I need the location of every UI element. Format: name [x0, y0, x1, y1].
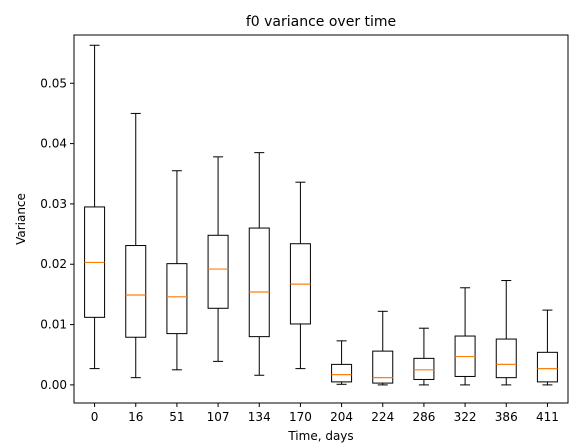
iqr-box: [373, 351, 393, 383]
x-tick-label: 107: [207, 410, 230, 424]
x-tick-label: 51: [169, 410, 184, 424]
y-axis-label: Variance: [14, 193, 28, 245]
iqr-box: [249, 228, 269, 337]
box-322: [455, 288, 475, 385]
x-tick-label: 16: [128, 410, 143, 424]
iqr-box: [496, 339, 516, 378]
y-tick-label: 0.01: [40, 318, 67, 332]
y-tick-label: 0.02: [40, 257, 67, 271]
y-axis: 0.00 0.01 0.02 0.03 0.04 0.05: [40, 76, 74, 392]
chart-title: f0 variance over time: [246, 14, 396, 30]
box-224: [373, 311, 393, 385]
box-286: [414, 328, 434, 385]
iqr-box: [332, 364, 352, 381]
x-tick-label: 322: [454, 410, 477, 424]
y-tick-label: 0.03: [40, 197, 67, 211]
box-51: [167, 171, 187, 370]
iqr-box: [414, 358, 434, 379]
box-0: [85, 45, 105, 368]
x-tick-label: 170: [289, 410, 312, 424]
box-170: [290, 182, 310, 368]
y-tick-label: 0.04: [40, 137, 67, 151]
x-tick-label: 411: [536, 410, 559, 424]
iqr-box: [208, 235, 228, 308]
y-tick-label: 0.05: [40, 76, 67, 90]
x-axis-label: Time, days: [287, 429, 353, 443]
box-411: [537, 310, 557, 385]
box-204: [332, 341, 352, 384]
iqr-box: [537, 352, 557, 382]
x-tick-label: 204: [330, 410, 353, 424]
x-tick-label: 0: [91, 410, 99, 424]
boxes-group: [85, 45, 558, 385]
box-386: [496, 281, 516, 385]
x-axis: 0 16 51 107 134 170 204 224 286 322 386 411: [91, 403, 559, 424]
x-tick-label: 134: [248, 410, 271, 424]
box-16: [126, 113, 146, 377]
plot-area: [74, 35, 568, 403]
iqr-box: [167, 264, 187, 334]
box-107: [208, 157, 228, 362]
box-134: [249, 153, 269, 376]
y-tick-label: 0.00: [40, 378, 67, 392]
x-tick-label: 224: [371, 410, 394, 424]
x-tick-label: 386: [495, 410, 518, 424]
iqr-box: [126, 246, 146, 338]
x-tick-label: 286: [412, 410, 435, 424]
